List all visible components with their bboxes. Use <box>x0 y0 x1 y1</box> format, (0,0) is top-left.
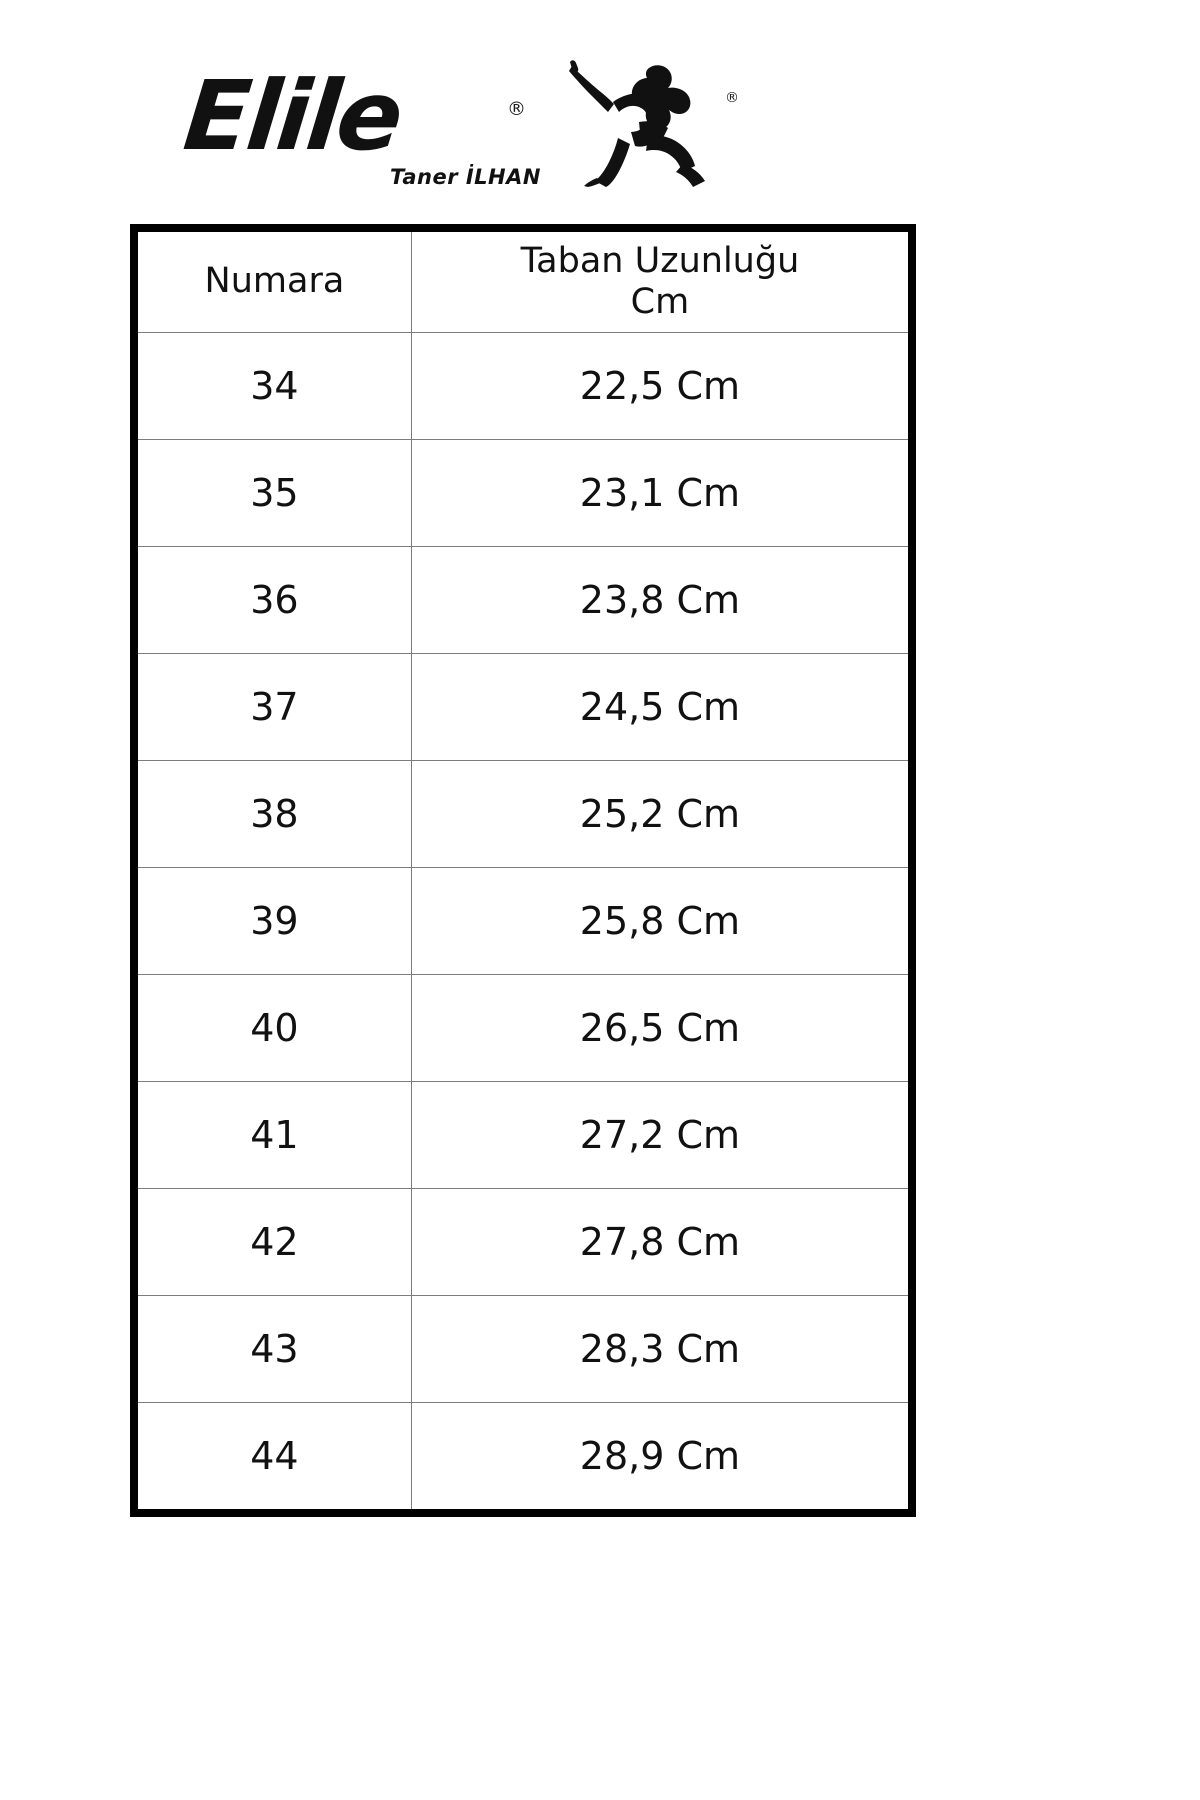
table-row: 37 24,5 Cm <box>138 653 908 761</box>
cell-sole-length: 25,8 Cm <box>410 867 908 975</box>
cell-size: 40 <box>138 974 412 1082</box>
size-chart-table-frame: Numara Taban Uzunluğu Cm 34 22,5 Cm 35 23,1… <box>130 224 916 1517</box>
brand-logo-area: Elile ® Taner İLHAN <box>0 0 1200 215</box>
cell-size: 42 <box>138 1188 412 1296</box>
cell-size: 37 <box>138 653 412 761</box>
table-row: 39 25,8 Cm <box>138 867 908 975</box>
size-chart-table: Numara Taban Uzunluğu Cm 34 22,5 Cm 35 23,1… <box>138 232 908 1509</box>
table-row: 34 22,5 Cm <box>138 332 908 440</box>
cell-size: 43 <box>138 1295 412 1403</box>
cell-sole-length: 26,5 Cm <box>410 974 908 1082</box>
cell-sole-length: 24,5 Cm <box>410 653 908 761</box>
table-header-row: Numara Taban Uzunluğu Cm <box>138 232 908 333</box>
table-row: 41 27,2 Cm <box>138 1081 908 1189</box>
cell-sole-length: 23,8 Cm <box>410 546 908 654</box>
cell-size: 39 <box>138 867 412 975</box>
cell-size: 35 <box>138 439 412 547</box>
cell-sole-length: 28,9 Cm <box>410 1402 908 1509</box>
cell-size: 44 <box>138 1402 412 1509</box>
table-row: 35 23,1 Cm <box>138 439 908 547</box>
table-row: 38 25,2 Cm <box>138 760 908 868</box>
cell-size: 36 <box>138 546 412 654</box>
cell-sole-length: 27,8 Cm <box>410 1188 908 1296</box>
brand-logo: Elile ® Taner İLHAN <box>179 60 745 200</box>
column-header-sole-length-line2: Cm <box>630 282 690 322</box>
cell-size: 41 <box>138 1081 412 1189</box>
cell-sole-length: 28,3 Cm <box>410 1295 908 1403</box>
table-body: 34 22,5 Cm 35 23,1 Cm 36 23,8 Cm 37 24,5 Cm 38 25… <box>138 332 908 1509</box>
cell-sole-length: 25,2 Cm <box>410 760 908 868</box>
brand-subtitle: Taner İLHAN <box>390 165 541 189</box>
table-row: 44 28,9 Cm <box>138 1402 908 1509</box>
table-row: 42 27,8 Cm <box>138 1188 908 1296</box>
column-header-sole-length-line1: Taban Uzunluğu <box>520 240 800 281</box>
cell-sole-length: 22,5 Cm <box>410 332 908 440</box>
cell-size: 34 <box>138 332 412 440</box>
column-header-sole-length: Taban Uzunluğu Cm <box>410 232 908 333</box>
registered-trademark-icon: ® <box>507 98 526 120</box>
table-header: Numara Taban Uzunluğu Cm <box>138 232 908 333</box>
dancing-woman-silhouette-icon <box>553 52 723 187</box>
table-row: 43 28,3 Cm <box>138 1295 908 1403</box>
brand-wordmark: Elile <box>179 60 406 172</box>
cell-size: 38 <box>138 760 412 868</box>
figure-registered-trademark-icon: ® <box>725 90 739 106</box>
cell-sole-length: 23,1 Cm <box>410 439 908 547</box>
table-row: 36 23,8 Cm <box>138 546 908 654</box>
cell-sole-length: 27,2 Cm <box>410 1081 908 1189</box>
column-header-size: Numara <box>138 232 412 333</box>
table-row: 40 26,5 Cm <box>138 974 908 1082</box>
